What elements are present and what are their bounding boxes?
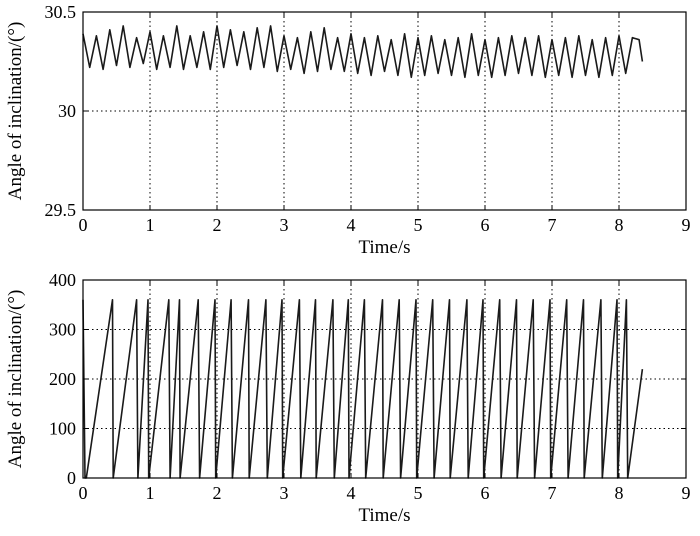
x-tick-label: 7 <box>548 483 557 503</box>
series-line <box>82 25 644 79</box>
x-tick-label: 4 <box>347 215 356 235</box>
y-axis-label: Angle of inclination/(°) <box>5 22 26 201</box>
chart-2: 0 1 2 3 4 5 6 7 8 9 0 100 200 300 400 Time/s Angle of in… <box>5 270 691 526</box>
x-tick-label: 6 <box>481 483 490 503</box>
x-tick-label: 8 <box>615 215 624 235</box>
chart-1: 0 1 2 3 4 5 6 7 8 9 29.5 30 30.5 Time/s Angle of incli… <box>5 2 691 258</box>
x-tick-label: 6 <box>481 215 490 235</box>
x-tick-label: 1 <box>146 483 155 503</box>
y-axis-label: Angle of inclination/(°) <box>5 290 26 469</box>
x-tick-label: 3 <box>280 215 289 235</box>
x-tick-label: 3 <box>280 483 289 503</box>
y-tick-label: 29.5 <box>45 200 77 220</box>
x-tick-label: 0 <box>79 483 88 503</box>
y-tick-label: 200 <box>49 369 76 389</box>
x-tick-label: 2 <box>213 215 222 235</box>
x-tick-label: 0 <box>79 215 88 235</box>
x-tick-label: 9 <box>682 483 691 503</box>
y-tick-label: 30.5 <box>45 2 77 22</box>
x-tick-label: 5 <box>414 483 423 503</box>
y-tick-label: 0 <box>67 468 76 488</box>
x-tick-label: 7 <box>548 215 557 235</box>
y-tick-label: 400 <box>49 270 76 290</box>
x-tick-label: 4 <box>347 483 356 503</box>
y-tick-label: 300 <box>49 320 76 340</box>
x-tick-label: 5 <box>414 215 423 235</box>
x-tick-label: 9 <box>682 215 691 235</box>
y-tick-label: 100 <box>49 419 76 439</box>
y-tick-label: 30 <box>58 101 76 121</box>
x-tick-label: 2 <box>213 483 222 503</box>
x-tick-label: 1 <box>146 215 155 235</box>
series-line <box>82 299 644 479</box>
x-axis-label: Time/s <box>358 505 410 526</box>
x-axis-label: Time/s <box>358 237 410 258</box>
x-tick-label: 8 <box>615 483 624 503</box>
